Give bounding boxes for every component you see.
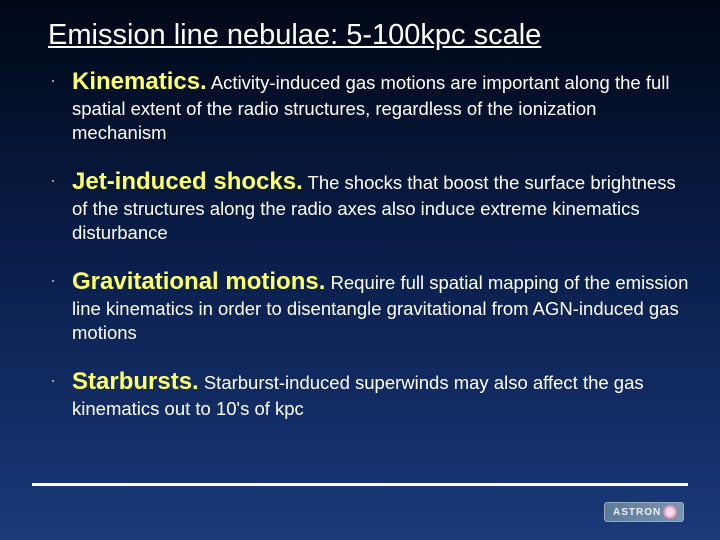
logo-burst-icon [663,505,677,519]
term-starbursts: Starbursts. [72,368,199,395]
term-kinematics: Kinematics. [72,68,207,95]
term-jet-induced-shocks: Jet-induced shocks. [72,168,303,195]
list-item: Kinematics. Activity-induced gas motions… [60,67,692,145]
slide-title: Emission line nebulae: 5-100kpc scale [48,18,692,53]
logo-text: ASTRON [613,507,661,518]
slide: Emission line nebulae: 5-100kpc scale Ki… [0,0,720,540]
list-item: Jet-induced shocks. The shocks that boos… [60,167,692,245]
list-item: Starbursts. Starburst-induced superwinds… [60,367,692,421]
list-item: Gravitational motions. Require full spat… [60,267,692,345]
astron-logo: ASTRON [604,498,696,526]
term-gravitational-motions: Gravitational motions. [72,268,325,295]
bullet-list: Kinematics. Activity-induced gas motions… [48,67,692,421]
footer-divider [32,483,688,486]
logo-box: ASTRON [604,502,684,522]
